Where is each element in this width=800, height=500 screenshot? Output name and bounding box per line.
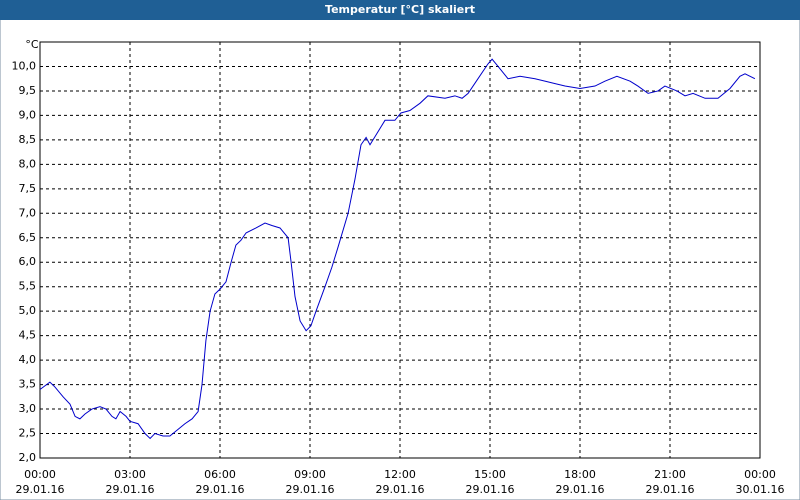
y-tick-label: 8,0 — [19, 157, 37, 170]
x-tick-date: 29.01.16 — [466, 483, 515, 496]
x-tick-label: 00:00 — [24, 468, 56, 481]
y-tick-label: 4,0 — [19, 353, 37, 366]
y-tick-label: 8,5 — [19, 133, 37, 146]
plot-border — [39, 41, 761, 459]
x-tick-label: 15:00 — [474, 468, 506, 481]
chart-title: Temperatur [°C] skaliert — [325, 3, 475, 16]
title-bar — [0, 0, 800, 20]
y-tick-label: 10,0 — [12, 59, 37, 72]
x-tick-label: 06:00 — [204, 468, 236, 481]
x-tick-date: 29.01.16 — [286, 483, 335, 496]
x-tick-label: 09:00 — [294, 468, 326, 481]
y-tick-label: 5,0 — [19, 304, 37, 317]
x-tick-date: 30.01.16 — [736, 483, 785, 496]
y-tick-label: 2,0 — [19, 451, 37, 464]
x-tick-label: 12:00 — [384, 468, 416, 481]
y-tick-label: 9,5 — [19, 84, 37, 97]
x-tick-date: 29.01.16 — [646, 483, 695, 496]
y-tick-label: 6,0 — [19, 255, 37, 268]
y-tick-label: 2,5 — [19, 427, 37, 440]
y-tick-label: 3,5 — [19, 378, 37, 391]
x-tick-date: 29.01.16 — [16, 483, 65, 496]
y-tick-label: 4,5 — [19, 329, 37, 342]
x-tick-label: 00:00 — [744, 468, 776, 481]
y-axis-label: °C — [25, 38, 39, 51]
y-tick-label: 9,0 — [19, 108, 37, 121]
y-tick-label: 5,5 — [19, 280, 37, 293]
y-tick-label: 6,5 — [19, 231, 37, 244]
x-tick-date: 29.01.16 — [376, 483, 425, 496]
x-tick-label: 21:00 — [654, 468, 686, 481]
x-tick-date: 29.01.16 — [196, 483, 245, 496]
x-tick-date: 29.01.16 — [556, 483, 605, 496]
x-tick-label: 03:00 — [114, 468, 146, 481]
y-tick-label: 3,0 — [19, 402, 37, 415]
line — [39, 58, 756, 440]
x-tick-date: 29.01.16 — [106, 483, 155, 496]
x-tick-label: 18:00 — [564, 468, 596, 481]
y-tick-label: 7,5 — [19, 182, 37, 195]
y-tick-label: 7,0 — [19, 206, 37, 219]
